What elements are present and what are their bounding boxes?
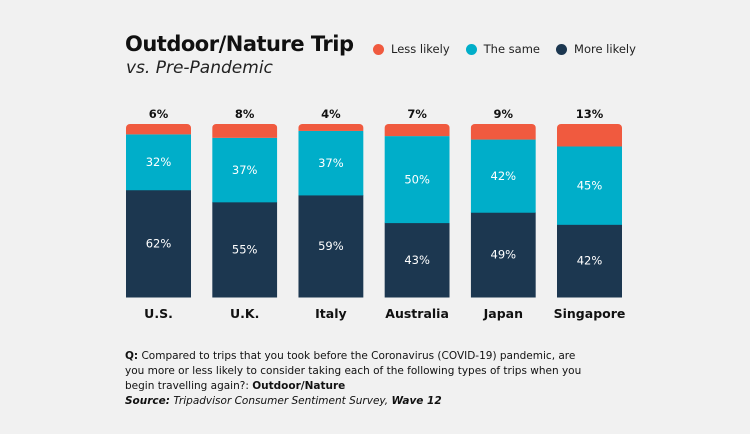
question-topic: Outdoor/Nature — [252, 380, 346, 392]
data-label: 59% — [318, 239, 344, 253]
bar-segment-more-likely — [470, 212, 536, 298]
chart-title: Outdoor/Nature Trip — [125, 32, 354, 56]
bar-segment-less-likely — [126, 124, 191, 135]
question-label: Q: — [125, 350, 139, 362]
bar-group-u-k: 55% 37% 8% U.K. — [212, 107, 278, 321]
data-label: 55% — [232, 242, 258, 256]
footnote: Q: Compared to trips that you took befor… — [125, 349, 595, 409]
data-label: 37% — [318, 156, 344, 170]
bar-segment-the-same — [298, 130, 364, 196]
category-label: Australia — [385, 306, 449, 321]
bar-segment-less-likely — [470, 124, 536, 140]
source-wave: Wave 12 — [391, 395, 442, 407]
data-label: 42% — [491, 169, 517, 183]
bar-segment-the-same — [212, 137, 278, 203]
bar-segment-the-same — [384, 136, 450, 224]
data-label: 4% — [321, 107, 341, 121]
data-label: 8% — [235, 107, 255, 121]
bar-segment-less-likely — [557, 124, 622, 147]
legend-swatch-the-same — [465, 43, 477, 55]
bar-segment-less-likely — [212, 124, 278, 138]
legend-item-the-same: The same — [465, 42, 541, 56]
survey-question: Q: Compared to trips that you took befor… — [125, 349, 595, 394]
data-label: 7% — [407, 107, 427, 121]
bar-segment-less-likely — [298, 124, 364, 131]
category-label: Japan — [483, 306, 523, 321]
data-label: 49% — [491, 248, 517, 262]
source-text: Tripadvisor Consumer Sentiment Survey, — [169, 395, 392, 407]
category-label: Singapore — [554, 306, 626, 321]
bar-segment-more-likely — [557, 224, 622, 298]
source-label: Source: — [125, 395, 170, 407]
bar-segment-more-likely — [298, 194, 364, 298]
bar-group-japan: 49% 42% 9% Japan — [470, 107, 536, 321]
category-label: U.S. — [144, 306, 173, 321]
legend-item-less-likely: Less likely — [373, 42, 450, 56]
bar-segment-less-likely — [384, 124, 450, 137]
bar-group-singapore: 42% 45% 13% Singapore — [554, 107, 626, 321]
data-label: 43% — [404, 253, 430, 267]
data-label: 6% — [149, 107, 169, 121]
bar-segment-the-same — [126, 134, 191, 191]
bar-group-u-s: 62% 32% 6% U.S. — [126, 107, 191, 321]
legend-item-more-likely: More likely — [556, 42, 636, 56]
bar-group-australia: 43% 50% 7% Australia — [384, 107, 450, 321]
data-label: 32% — [146, 155, 172, 169]
data-label: 50% — [404, 172, 430, 186]
bar-segment-more-likely — [126, 189, 191, 298]
question-text: Compared to trips that you took before t… — [125, 350, 582, 392]
legend-label: Less likely — [391, 42, 450, 56]
data-label: 45% — [577, 178, 603, 192]
legend-swatch-more-likely — [556, 43, 568, 55]
legend-swatch-less-likely — [373, 43, 384, 55]
chart-subtitle: vs. Pre-Pandemic — [126, 58, 273, 78]
legend: Less likely The same More likely — [373, 42, 636, 56]
data-label: 37% — [232, 163, 258, 177]
category-label: Italy — [315, 306, 347, 321]
data-label: 13% — [576, 107, 604, 121]
category-label: U.K. — [230, 306, 259, 321]
bar-segment-the-same — [557, 146, 622, 225]
bar-segment-the-same — [470, 139, 536, 213]
bar-segment-more-likely — [212, 201, 278, 298]
legend-label: The same — [483, 42, 541, 56]
legend-label: More likely — [574, 42, 636, 56]
bar-segment-more-likely — [384, 222, 450, 298]
source-note: Source: Tripadvisor Consumer Sentiment S… — [125, 394, 595, 409]
data-label: 9% — [494, 107, 514, 121]
bar-group-italy: 59% 37% 4% Italy — [298, 107, 364, 321]
data-label: 62% — [146, 236, 172, 250]
data-label: 42% — [577, 254, 603, 268]
